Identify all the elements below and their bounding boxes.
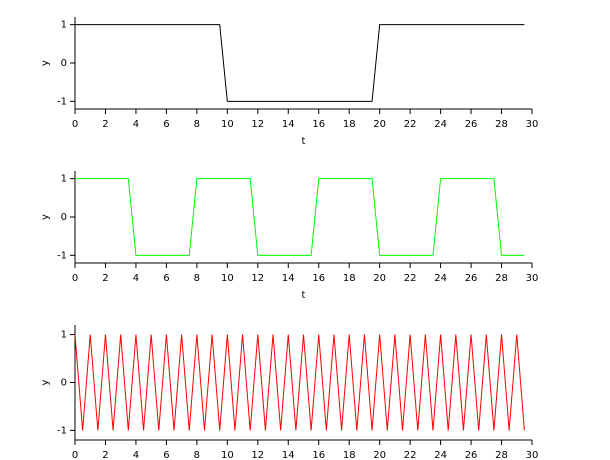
x-tick-label: 24 (434, 273, 447, 284)
data-line (75, 24, 525, 102)
x-tick-label: 26 (465, 119, 478, 130)
x-tick-label: 20 (373, 119, 386, 130)
x-tick-label: 4 (133, 450, 139, 460)
x-tick-label: 10 (221, 273, 234, 284)
y-tick-label: 1 (61, 330, 67, 341)
x-tick-label: 4 (133, 119, 139, 130)
x-tick-label: 22 (404, 273, 417, 284)
x-tick-label: 8 (194, 119, 200, 130)
x-tick-label: 2 (102, 273, 108, 284)
x-tick-label: 6 (163, 119, 169, 130)
y-tick-label: 1 (61, 20, 67, 31)
x-tick-label: 12 (251, 273, 264, 284)
x-tick-label: 22 (404, 450, 417, 460)
x-tick-label: 14 (282, 450, 295, 460)
y-tick-label: 1 (61, 174, 67, 185)
y-axis-label: y (40, 214, 51, 220)
x-tick-label: 26 (465, 273, 478, 284)
x-tick-label: 24 (434, 450, 447, 460)
x-tick-label: 14 (282, 119, 295, 130)
x-tick-label: 18 (343, 450, 356, 460)
data-line (74, 334, 525, 431)
x-tick-label: 20 (373, 273, 386, 284)
x-tick-label: 8 (194, 273, 200, 284)
y-tick-label: -1 (57, 425, 67, 436)
x-tick-label: 22 (404, 119, 417, 130)
x-tick-label: 16 (312, 273, 325, 284)
y-tick-label: -1 (57, 250, 67, 261)
x-tick-label: 28 (495, 273, 508, 284)
x-tick-label: 18 (343, 119, 356, 130)
x-tick-label: 30 (526, 273, 539, 284)
x-tick-label: 16 (312, 119, 325, 130)
x-tick-label: 4 (133, 273, 139, 284)
x-tick-label: 12 (251, 119, 264, 130)
x-tick-label: 16 (312, 450, 325, 460)
y-tick-label: -1 (57, 96, 67, 107)
x-tick-label: 14 (282, 273, 295, 284)
x-tick-label: 12 (251, 450, 264, 460)
x-tick-label: 6 (163, 273, 169, 284)
x-tick-label: 0 (72, 273, 78, 284)
x-tick-label: 2 (102, 119, 108, 130)
y-axis-label: y (40, 60, 51, 66)
x-tick-label: 30 (526, 450, 539, 460)
x-tick-label: 30 (526, 119, 539, 130)
y-tick-label: 0 (61, 378, 67, 389)
x-axis-label: t (302, 290, 306, 301)
y-axis-label: y (40, 379, 51, 385)
data-line (75, 178, 525, 256)
x-tick-label: 24 (434, 119, 447, 130)
x-tick-label: 6 (163, 450, 169, 460)
x-tick-label: 28 (495, 450, 508, 460)
x-tick-label: 8 (194, 450, 200, 460)
x-tick-label: 18 (343, 273, 356, 284)
x-tick-label: 26 (465, 450, 478, 460)
x-tick-label: 10 (221, 450, 234, 460)
x-tick-label: 10 (221, 119, 234, 130)
x-tick-label: 0 (72, 119, 78, 130)
x-tick-label: 2 (102, 450, 108, 460)
x-tick-label: 0 (72, 450, 78, 460)
x-tick-label: 28 (495, 119, 508, 130)
x-tick-label: 20 (373, 450, 386, 460)
y-tick-label: 0 (61, 58, 67, 69)
x-axis-label: t (302, 136, 306, 147)
y-tick-label: 0 (61, 212, 67, 223)
